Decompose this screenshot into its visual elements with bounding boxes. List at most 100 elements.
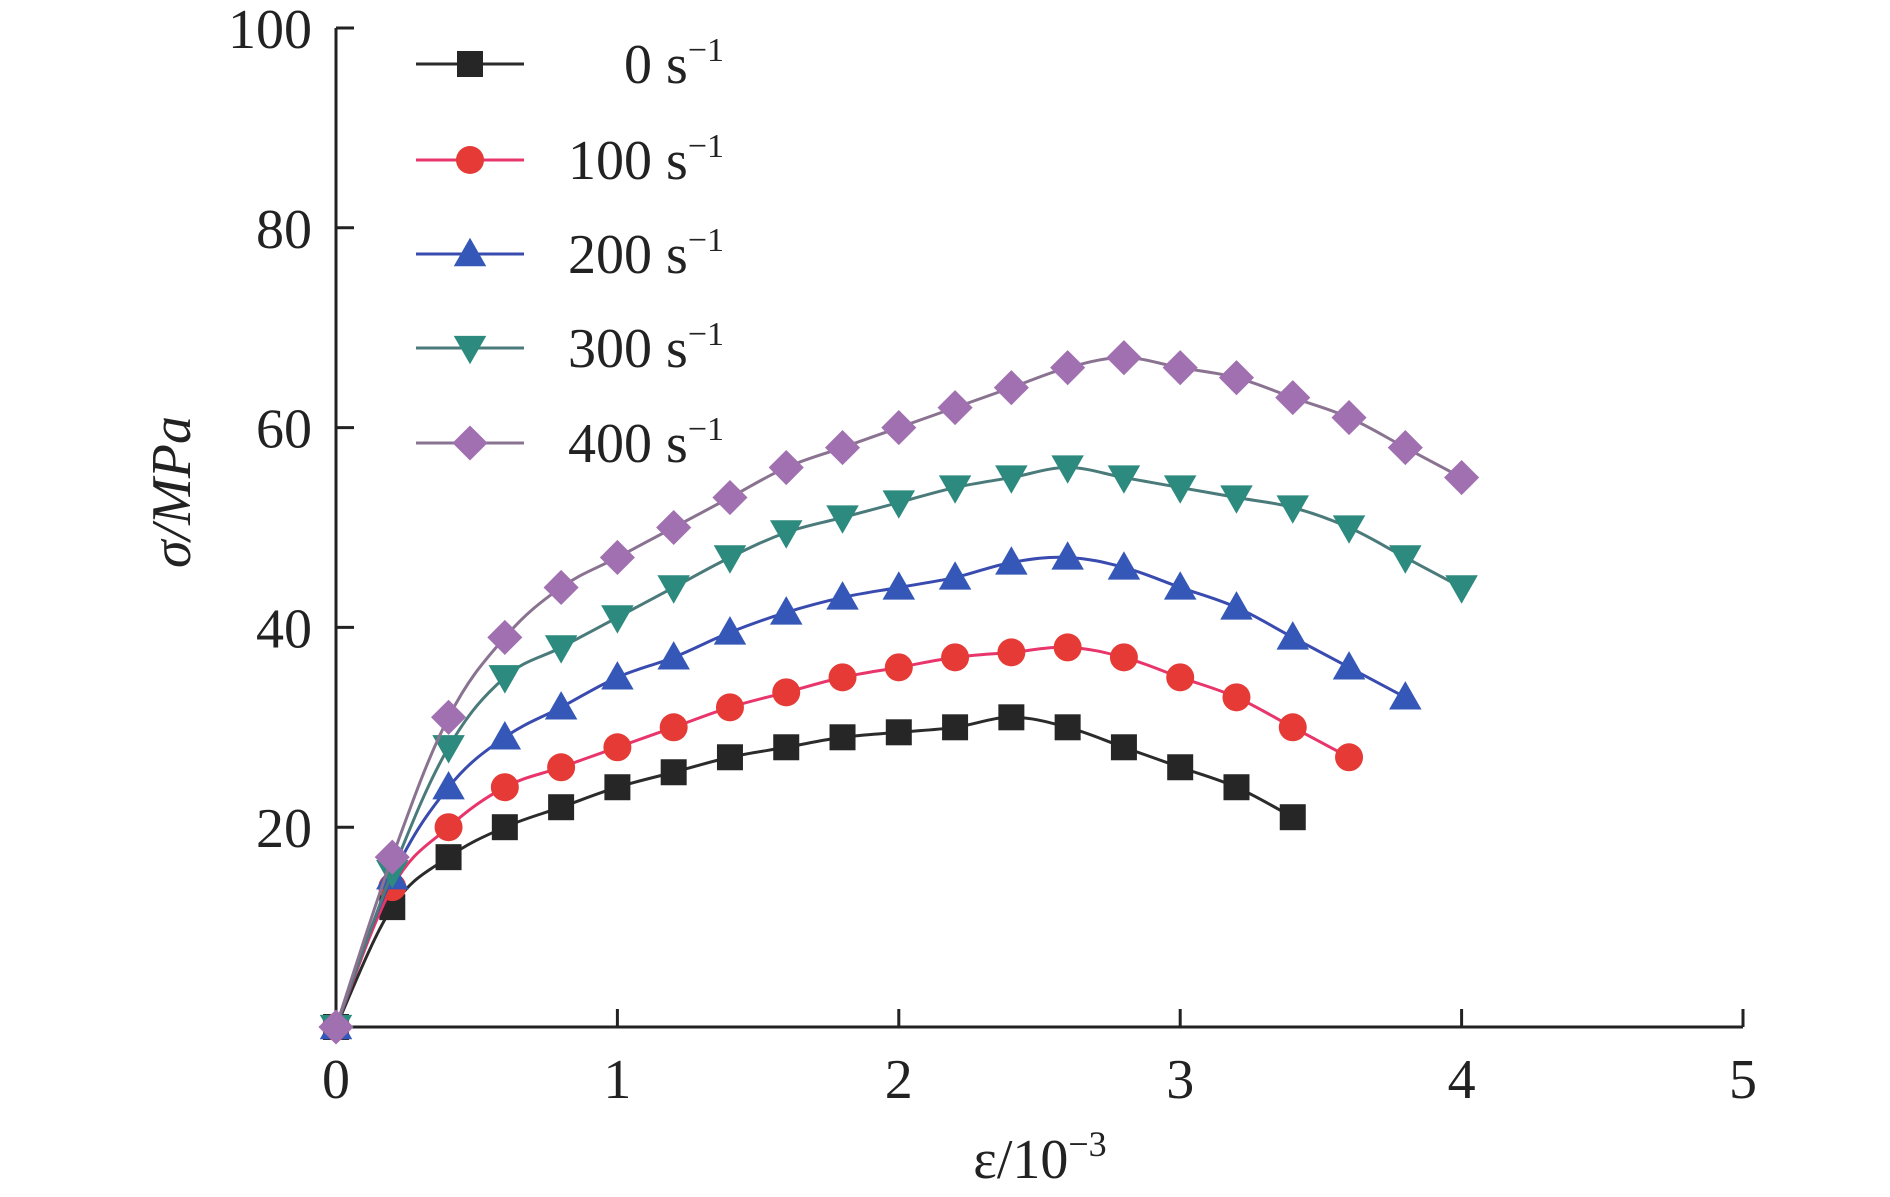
data-point — [604, 774, 631, 801]
data-point — [1166, 663, 1195, 692]
data-point — [993, 370, 1029, 406]
data-point — [1335, 743, 1364, 772]
data-point — [1387, 430, 1423, 466]
x-tick-label: 1 — [603, 1049, 631, 1111]
data-point — [1276, 495, 1310, 524]
data-point — [431, 699, 467, 735]
x-tick-label: 5 — [1729, 1049, 1757, 1111]
data-point — [1220, 485, 1253, 514]
data-point — [938, 561, 972, 590]
data-point — [769, 596, 803, 625]
data-point — [716, 744, 743, 771]
data-point — [1163, 571, 1197, 600]
data-point — [1109, 643, 1138, 672]
data-point — [773, 734, 800, 761]
data-point — [1279, 804, 1306, 831]
data-point — [1275, 380, 1311, 416]
data-point — [657, 641, 690, 670]
data-point — [548, 794, 575, 821]
series-1 — [322, 633, 1364, 1041]
series-line — [334, 715, 1294, 1028]
x-tick-label: 3 — [1166, 1049, 1194, 1111]
data-point — [1218, 360, 1255, 396]
data-point — [882, 571, 916, 600]
legend-label-sup: −1 — [688, 411, 724, 448]
legend-label-text: 400 s — [568, 413, 688, 475]
series-layer — [318, 340, 1480, 1045]
data-point — [998, 704, 1025, 731]
data-point — [882, 490, 916, 519]
data-point — [1220, 591, 1253, 620]
legend-label-text: 0 s — [624, 34, 688, 96]
data-point — [1444, 460, 1480, 496]
data-point — [1050, 350, 1086, 386]
data-point — [432, 735, 465, 764]
data-point — [1223, 774, 1250, 801]
y-axis-title: σ/MPa — [141, 416, 203, 568]
data-point — [543, 569, 579, 605]
y-tick-label: 100 — [228, 0, 312, 61]
data-point — [435, 844, 462, 871]
data-point — [660, 759, 687, 786]
data-point — [1331, 400, 1367, 436]
data-point — [938, 475, 972, 504]
data-point — [1110, 734, 1137, 761]
data-point — [881, 410, 917, 446]
data-point — [1054, 714, 1081, 741]
legend-marker — [453, 237, 487, 267]
data-point — [1107, 465, 1141, 494]
data-point — [824, 430, 861, 466]
data-point — [1389, 545, 1422, 574]
data-point — [601, 605, 634, 634]
data-point — [488, 721, 522, 750]
data-point — [1445, 575, 1478, 604]
data-point — [713, 616, 747, 645]
legend-entry: 0 s−1 — [416, 32, 724, 96]
data-point — [942, 714, 969, 741]
legend-label-sup: −1 — [688, 32, 724, 69]
data-point — [941, 643, 970, 672]
legend-entry: 400 s−1 — [416, 411, 724, 475]
x-tick-label: 0 — [322, 1049, 350, 1111]
data-point — [544, 635, 578, 664]
data-point — [1051, 541, 1084, 570]
x-axis-title-sup: −3 — [1068, 1124, 1106, 1164]
legend-marker — [457, 51, 483, 77]
legend-label-text: 200 s — [568, 224, 688, 286]
legend-marker — [456, 146, 484, 174]
data-point — [490, 773, 519, 802]
legend-label-sup: −1 — [688, 316, 724, 353]
legend-marker — [452, 425, 488, 461]
data-point — [1222, 683, 1251, 712]
data-point — [1278, 713, 1307, 742]
data-point — [1051, 455, 1084, 484]
data-point — [432, 770, 465, 800]
legend-label-sup: −1 — [688, 128, 724, 165]
y-axis-title-text: σ/MPa — [141, 416, 203, 568]
x-tick-label: 4 — [1448, 1049, 1476, 1111]
legend-label-text: 100 s — [568, 130, 688, 192]
x-axis-title: ε/10−3 — [973, 1124, 1106, 1191]
data-point — [1167, 754, 1194, 781]
data-point — [885, 719, 912, 746]
data-point — [1332, 515, 1366, 544]
data-point — [1163, 475, 1197, 504]
data-point — [547, 753, 576, 782]
ticks: 0 1 2 3 4 5 20 40 60 80 100 — [228, 0, 1757, 1111]
data-point — [656, 509, 692, 546]
legend-entry: 300 s−1 — [416, 316, 724, 380]
x-tick-label: 2 — [885, 1049, 913, 1111]
legend-label: 200 s−1 — [568, 222, 724, 286]
series-2 — [319, 541, 1422, 1040]
data-point — [1276, 621, 1310, 650]
data-point — [772, 678, 801, 707]
data-point — [491, 814, 518, 841]
data-point — [884, 653, 913, 682]
data-point — [826, 505, 859, 534]
data-point — [657, 575, 690, 604]
axes — [334, 28, 1743, 1029]
data-point — [601, 661, 634, 690]
series-0 — [323, 704, 1306, 1040]
series-line — [334, 645, 1350, 1028]
